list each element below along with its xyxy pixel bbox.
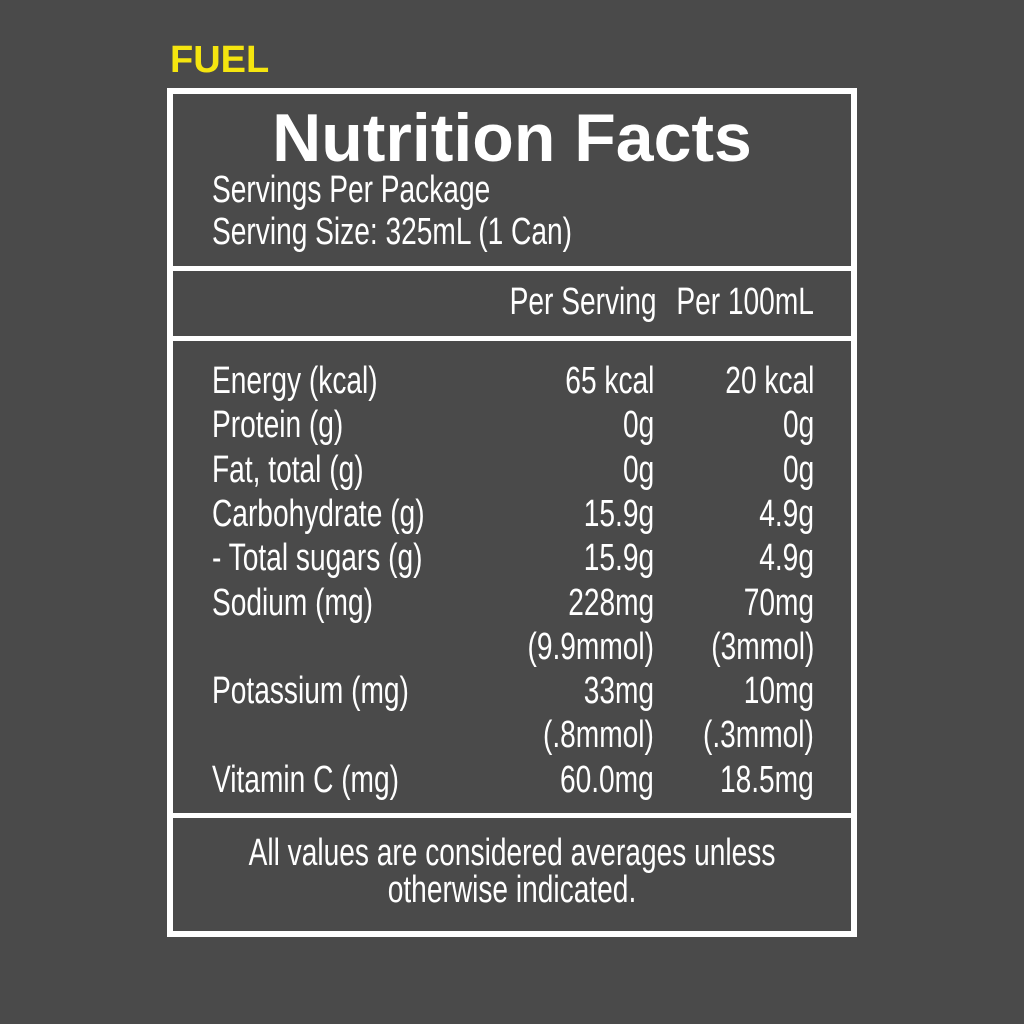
row-per-serving: 228mg	[568, 581, 654, 624]
row-per-100ml: (.3mmol)	[703, 714, 814, 757]
row-per-serving: 0g	[622, 448, 654, 491]
column-header-per-serving: Per Serving	[510, 281, 657, 323]
row-per-100ml: 10mg	[743, 670, 814, 713]
nutrition-panel	[167, 88, 857, 937]
page-title: Nutrition Facts	[272, 100, 752, 176]
row-per-100ml: 4.9g	[759, 537, 814, 580]
row-per-serving: 0g	[622, 404, 654, 447]
row-per-serving: 15.9g	[583, 537, 654, 580]
row-per-serving: 15.9g	[583, 492, 654, 535]
row-label: Vitamin C (mg)	[212, 758, 399, 801]
row-label: Energy (kcal)	[212, 360, 378, 402]
row-label: Potassium (mg)	[212, 670, 409, 713]
row-per-100ml: 0g	[782, 404, 814, 447]
column-header-per-100ml: Per 100mL	[676, 281, 814, 323]
serving-size: Serving Size: 325mL (1 Can)	[212, 211, 573, 253]
row-label: Protein (g)	[212, 404, 344, 447]
row-label: Sodium (mg)	[212, 581, 373, 624]
row-per-100ml: 0g	[782, 448, 814, 491]
row-per-serving: 33mg	[583, 670, 654, 713]
divider	[167, 336, 857, 341]
row-per-100ml: 18.5mg	[720, 758, 814, 801]
footer-note-line1: All values are considered averages unles…	[248, 832, 776, 874]
brand-label: FUEL	[170, 39, 270, 81]
row-per-serving: (.8mmol)	[543, 714, 654, 757]
footer-note-line2: otherwise indicated.	[387, 869, 637, 911]
row-per-100ml: 70mg	[743, 581, 814, 624]
row-label: Carbohydrate (g)	[212, 492, 425, 535]
row-per-serving: 60.0mg	[560, 758, 654, 801]
divider	[167, 266, 857, 271]
row-label: - Total sugars (g)	[212, 537, 423, 580]
row-per-serving: (9.9mmol)	[527, 625, 654, 668]
row-per-100ml: (3mmol)	[710, 625, 814, 668]
row-label: Fat, total (g)	[212, 448, 364, 491]
row-per-100ml: 4.9g	[759, 492, 814, 535]
servings-per-package: Servings Per Package	[212, 169, 491, 211]
row-per-100ml: 20 kcal	[724, 360, 814, 402]
row-per-serving: 65 kcal	[564, 360, 654, 402]
divider	[167, 813, 857, 818]
